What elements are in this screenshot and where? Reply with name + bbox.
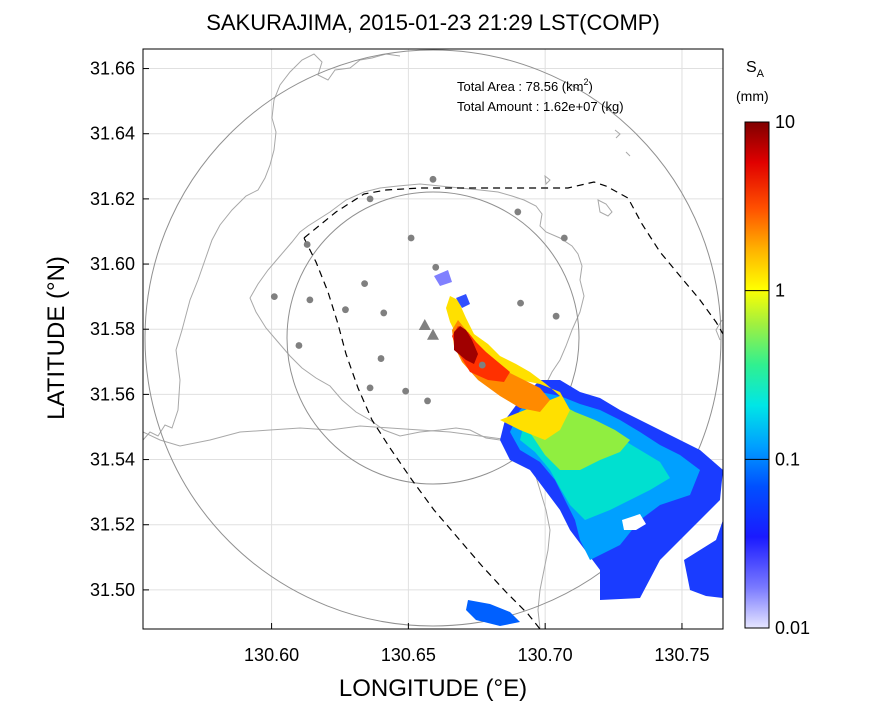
chart-title: SAKURAJIMA, 2015-01-23 21:29 LST(COMP) (206, 10, 660, 35)
station-marker (407, 234, 415, 242)
y-tick-labels: 31.66 31.64 31.62 31.60 31.58 31.56 31.54 31.52… (90, 59, 149, 600)
range-rings (144, 49, 722, 627)
station-marker (552, 312, 560, 320)
x-tick-labels: 130.60 130.65 130.70 130.75 (244, 623, 709, 665)
y-tick-label: 31.50 (90, 580, 135, 600)
dashed-boundary (303, 181, 723, 629)
y-tick-label: 31.58 (90, 319, 135, 339)
volcanic-vents (418, 318, 439, 340)
ash-plume (434, 270, 723, 626)
y-tick-label: 31.64 (90, 124, 135, 144)
y-tick-label: 31.52 (90, 515, 135, 535)
station-marker (429, 175, 437, 183)
x-tick-label: 130.75 (654, 645, 709, 665)
station-marker (366, 195, 374, 203)
colorbar-unit: (mm) (736, 88, 769, 104)
station-marker (295, 342, 303, 349)
y-tick-label: 31.62 (90, 189, 135, 209)
colorbar-tick-label: 0.1 (775, 449, 800, 469)
total-amount-text: Total Amount : 1.62e+07 (kg) (457, 99, 624, 114)
station-marker (377, 355, 385, 362)
y-tick-label: 31.56 (90, 384, 135, 404)
colorbar-tick-label: 1 (775, 281, 785, 301)
station-marker (432, 263, 440, 271)
x-tick-label: 130.60 (244, 645, 299, 665)
monitoring-stations (270, 175, 568, 405)
colorbar (744, 121, 770, 629)
station-marker (560, 234, 568, 242)
station-marker (303, 241, 311, 248)
vent-marker (427, 328, 439, 340)
total-area-label: Total Area : 78.56 (km (457, 79, 583, 94)
station-marker (361, 280, 369, 288)
station-marker (402, 387, 410, 395)
y-tick-label: 31.54 (90, 450, 135, 470)
colorbar-tick-label: 10 (775, 112, 795, 132)
vent-marker (418, 318, 431, 330)
x-tick-label: 130.65 (381, 645, 436, 665)
station-marker (342, 306, 349, 314)
total-area-text: Total Area : 78.56 (km2) (457, 77, 593, 94)
station-marker (517, 299, 524, 307)
station-marker (270, 293, 278, 301)
y-axis-label: LATITUDE (°N) (43, 256, 70, 420)
station-marker (514, 208, 522, 216)
station-marker (478, 361, 486, 369)
colorbar-ticks: 10 1 0.1 0.01 (745, 112, 810, 638)
colorbar-symbol: SA (746, 59, 765, 80)
colorbar-tick-label: 0.01 (775, 618, 810, 638)
y-tick-label: 31.66 (90, 59, 135, 79)
station-marker (380, 309, 388, 317)
station-marker (424, 397, 431, 405)
total-area-sup: 2 (583, 77, 588, 87)
plot-border (142, 48, 724, 630)
y-tick-label: 31.60 (90, 254, 135, 274)
total-area-close: ) (588, 79, 592, 94)
station-marker (366, 384, 374, 392)
x-axis-label: LONGITUDE (°E) (339, 675, 527, 702)
station-marker (306, 296, 314, 304)
x-tick-label: 130.70 (518, 645, 573, 665)
